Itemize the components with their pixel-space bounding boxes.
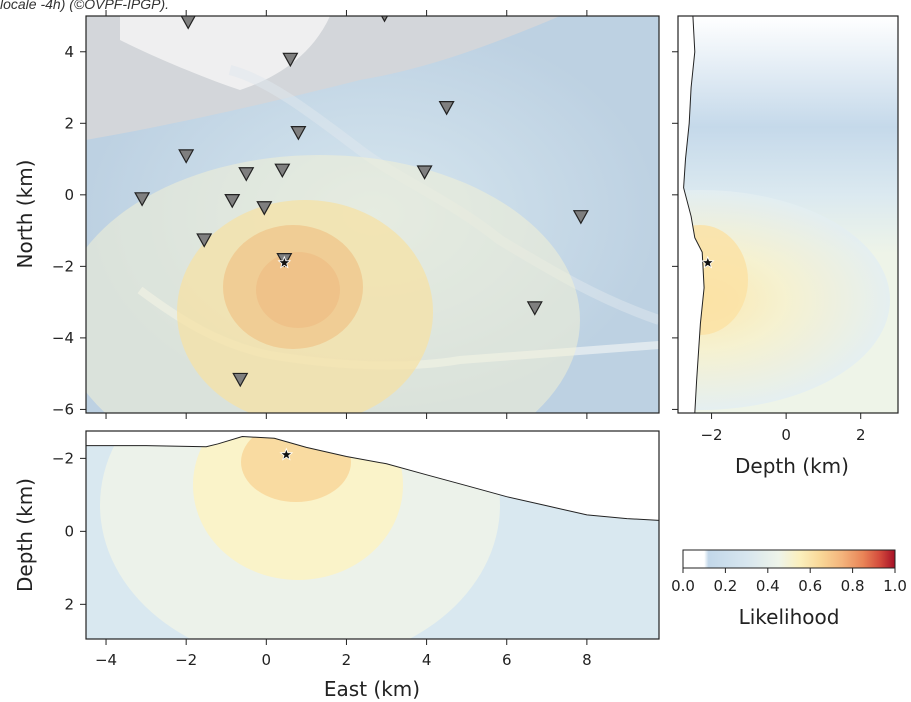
- station-marker: [238, 167, 255, 182]
- map-ytick-label: −2: [52, 257, 74, 275]
- station-marker: [180, 16, 196, 30]
- ew-frame: [85, 430, 660, 640]
- ew-air-region: [86, 431, 659, 521]
- station-marker: [274, 163, 291, 179]
- station-marker: [572, 210, 589, 225]
- ns-air-region: [678, 16, 705, 413]
- ew-xtick-label: −2: [175, 651, 197, 669]
- ew-xtick-label: −4: [95, 651, 117, 669]
- ns-xtick-label: 0: [781, 426, 791, 444]
- colorbar-frame: [682, 549, 896, 569]
- station-marker: [290, 126, 307, 141]
- colorbar-tick-label: 0.4: [756, 577, 780, 595]
- station-marker: [416, 165, 433, 180]
- map-ytick-label: −6: [52, 400, 74, 418]
- colorbar-tick-label: 0.6: [798, 577, 822, 595]
- colorbar: 0.0 0.2 0.4 0.6 0.8 1.0 Likelihood: [671, 549, 907, 629]
- ew-xtick-label: 0: [262, 651, 272, 669]
- station-marker: [438, 101, 455, 116]
- map-ytick-label: −4: [52, 329, 74, 347]
- colorbar-label: Likelihood: [739, 605, 840, 629]
- ew-topography-line: [86, 435, 659, 521]
- ns-event-star: [701, 255, 715, 269]
- ns-xtick-label: −2: [700, 426, 722, 444]
- station-marker: [282, 52, 299, 68]
- colorbar-tick-label: 0.8: [841, 577, 865, 595]
- station-marker: [224, 193, 241, 209]
- ns-xlabel: Depth (km): [735, 454, 849, 478]
- event-star: [277, 255, 292, 269]
- ew-xlabel: East (km): [324, 677, 420, 701]
- colorbar-ramp: [683, 550, 895, 568]
- figure-caption: locale -4h) (©OVPF-IPGP).: [0, 0, 170, 12]
- ns-xtick-label: 2: [856, 426, 866, 444]
- map-ylabel: North (km): [13, 160, 37, 269]
- ew-ylabel: Depth (km): [13, 478, 37, 592]
- map-ytick-label: 0: [64, 186, 74, 204]
- ew-event-star: [279, 447, 294, 461]
- station-marker: [178, 149, 195, 164]
- map-ytick-label: 4: [64, 43, 74, 61]
- ew-xtick-label: 4: [422, 651, 432, 669]
- station-marker: [526, 301, 543, 316]
- ns-section-panel: −2 0 2 Depth (km): [672, 15, 899, 478]
- colorbar-tick-label: 1.0: [883, 577, 907, 595]
- ew-ytick-label: 2: [64, 595, 74, 613]
- ew-xtick-label: 6: [502, 651, 512, 669]
- relief-light-peak: [120, 16, 330, 90]
- colorbar-tick-label: 0.0: [671, 577, 695, 595]
- ns-frame: [677, 15, 899, 414]
- ns-topography-line: [683, 16, 705, 413]
- map-frame: [85, 15, 660, 414]
- ew-xtick-label: 8: [582, 651, 592, 669]
- map-panel: 4 2 0 −2 −4 −6 North (km): [13, 10, 660, 419]
- ew-section-panel: −4 −2 0 2 4 6 8 −2 0 2 East (km) Depth (km): [13, 430, 660, 701]
- station-marker: [380, 16, 389, 23]
- station-marker: [196, 233, 213, 248]
- ew-ytick-label: 0: [64, 522, 74, 540]
- station-marker: [232, 372, 249, 388]
- map-ytick-label: 2: [64, 114, 74, 132]
- station-marker: [134, 192, 151, 207]
- likelihood-contour-peak: [256, 252, 340, 328]
- colorbar-tick-label: 0.2: [713, 577, 737, 595]
- station-marker: [256, 201, 273, 216]
- ew-xtick-label: 2: [342, 651, 352, 669]
- ew-ytick-label: −2: [52, 449, 74, 467]
